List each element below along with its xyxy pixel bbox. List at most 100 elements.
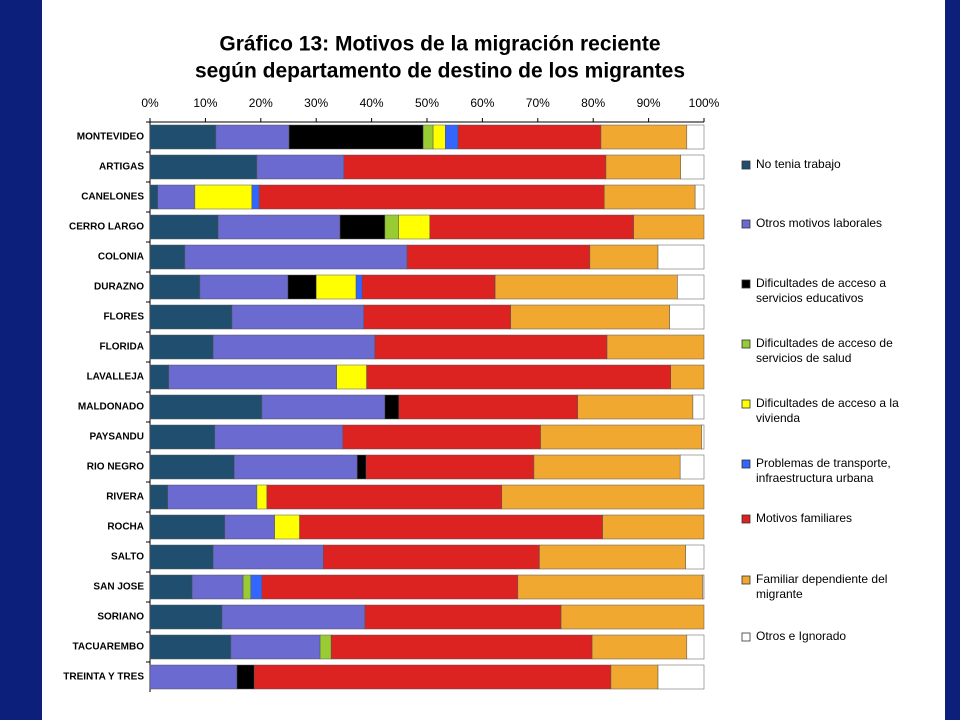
bar-segment bbox=[299, 514, 603, 540]
bar-segment bbox=[149, 394, 263, 420]
legend-swatch bbox=[741, 399, 751, 409]
bar-segment bbox=[221, 604, 366, 630]
bar-segment bbox=[657, 244, 705, 270]
legend-label: Motivos familiares bbox=[756, 511, 852, 525]
bar-segment bbox=[686, 634, 705, 660]
bar-segment bbox=[356, 454, 367, 480]
bar-segment bbox=[457, 124, 602, 150]
x-tick-label: 50% bbox=[415, 96, 439, 110]
bar-segment bbox=[343, 154, 607, 180]
bar-segment bbox=[517, 574, 704, 600]
bar-segment bbox=[336, 364, 367, 390]
y-tick-label: FLORIDA bbox=[100, 342, 144, 353]
bar-segment bbox=[242, 574, 252, 600]
bar-segment bbox=[194, 184, 253, 210]
bar-segment bbox=[323, 544, 540, 570]
bar-segment bbox=[685, 544, 705, 570]
bar-segment bbox=[149, 274, 201, 300]
bar-segment bbox=[432, 124, 446, 150]
bar-segment bbox=[445, 124, 459, 150]
panel bbox=[42, 0, 945, 720]
bar-segment bbox=[224, 514, 275, 540]
bar-segment bbox=[266, 484, 503, 510]
x-tick-label: 0% bbox=[141, 96, 159, 110]
y-tick-label: TREINTA Y TRES bbox=[63, 672, 144, 683]
x-tick-label: 70% bbox=[526, 96, 550, 110]
bar-segment bbox=[364, 604, 562, 630]
chart-subtitle: según departamento de destino de los mig… bbox=[195, 60, 685, 83]
bar-segment bbox=[230, 634, 321, 660]
y-tick-label: MONTEVIDEO bbox=[77, 132, 144, 143]
y-tick-label: LAVALLEJA bbox=[87, 372, 144, 383]
chart-title: Gráfico 13: Motivos de la migración reci… bbox=[219, 33, 660, 56]
y-tick-label: RIVERA bbox=[106, 492, 144, 503]
legend-label: No tenia trabajo bbox=[756, 157, 841, 171]
bar-segment bbox=[149, 184, 159, 210]
bar-segment bbox=[212, 544, 324, 570]
bar-segment bbox=[212, 334, 376, 360]
bar-segment bbox=[501, 484, 705, 510]
y-tick-label: CERRO LARGO bbox=[69, 222, 144, 233]
bar-segment bbox=[319, 634, 332, 660]
legend-swatch bbox=[741, 279, 751, 289]
bar-segment bbox=[602, 514, 705, 540]
bar-segment bbox=[365, 454, 535, 480]
bar-segment bbox=[605, 154, 681, 180]
bar-segment bbox=[677, 274, 705, 300]
bar-segment bbox=[339, 214, 386, 240]
bar-segment bbox=[231, 304, 365, 330]
bar-segment bbox=[361, 274, 496, 300]
bar-segment bbox=[604, 184, 696, 210]
bar-segment bbox=[429, 214, 634, 240]
bar-segment bbox=[384, 394, 399, 420]
bar-segment bbox=[250, 574, 263, 600]
bar-segment bbox=[168, 364, 337, 390]
bar-segment bbox=[363, 304, 511, 330]
bar-segment bbox=[366, 364, 672, 390]
legend-swatch bbox=[741, 219, 751, 229]
bar-segment bbox=[149, 514, 226, 540]
y-tick-label: PAYSANDU bbox=[90, 432, 144, 443]
bar-segment bbox=[384, 214, 399, 240]
bar-segment bbox=[315, 274, 357, 300]
bar-segment bbox=[256, 484, 268, 510]
bar-segment bbox=[149, 454, 235, 480]
bar-segment bbox=[679, 454, 705, 480]
y-tick-label: ARTIGAS bbox=[99, 162, 144, 173]
bar-segment bbox=[261, 574, 519, 600]
bar-segment bbox=[288, 124, 424, 150]
bar-segment bbox=[494, 274, 678, 300]
bar-segment bbox=[167, 484, 258, 510]
x-tick-label: 10% bbox=[193, 96, 217, 110]
bar-segment bbox=[540, 424, 703, 450]
bar-segment bbox=[258, 184, 605, 210]
bar-segment bbox=[157, 184, 196, 210]
bar-segment bbox=[184, 244, 408, 270]
y-tick-label: CANELONES bbox=[81, 192, 144, 203]
bar-segment bbox=[657, 664, 705, 690]
bar-segment bbox=[261, 394, 386, 420]
legend-swatch bbox=[741, 459, 751, 469]
bar-segment bbox=[149, 244, 186, 270]
bar-segment bbox=[149, 364, 170, 390]
bar-segment bbox=[670, 364, 705, 390]
bar-segment bbox=[149, 574, 193, 600]
legend-swatch bbox=[741, 575, 751, 585]
legend-swatch bbox=[741, 632, 751, 642]
bar-segment bbox=[398, 214, 431, 240]
x-tick-label: 40% bbox=[360, 96, 384, 110]
bar-segment bbox=[702, 574, 705, 600]
legend-label: Dificultades de acceso a la vivienda bbox=[756, 396, 899, 425]
legend-swatch bbox=[741, 514, 751, 524]
legend-label: Familiar dependiente del migrante bbox=[756, 572, 887, 601]
bar-segment bbox=[149, 124, 217, 150]
bar-segment bbox=[398, 394, 578, 420]
bar-segment bbox=[149, 484, 168, 510]
y-tick-label: SAN JOSE bbox=[93, 582, 144, 593]
bar-segment bbox=[701, 424, 705, 450]
y-tick-label: SORIANO bbox=[97, 612, 144, 623]
legend-swatch bbox=[741, 160, 751, 170]
bar-segment bbox=[342, 424, 541, 450]
bar-segment bbox=[606, 334, 705, 360]
